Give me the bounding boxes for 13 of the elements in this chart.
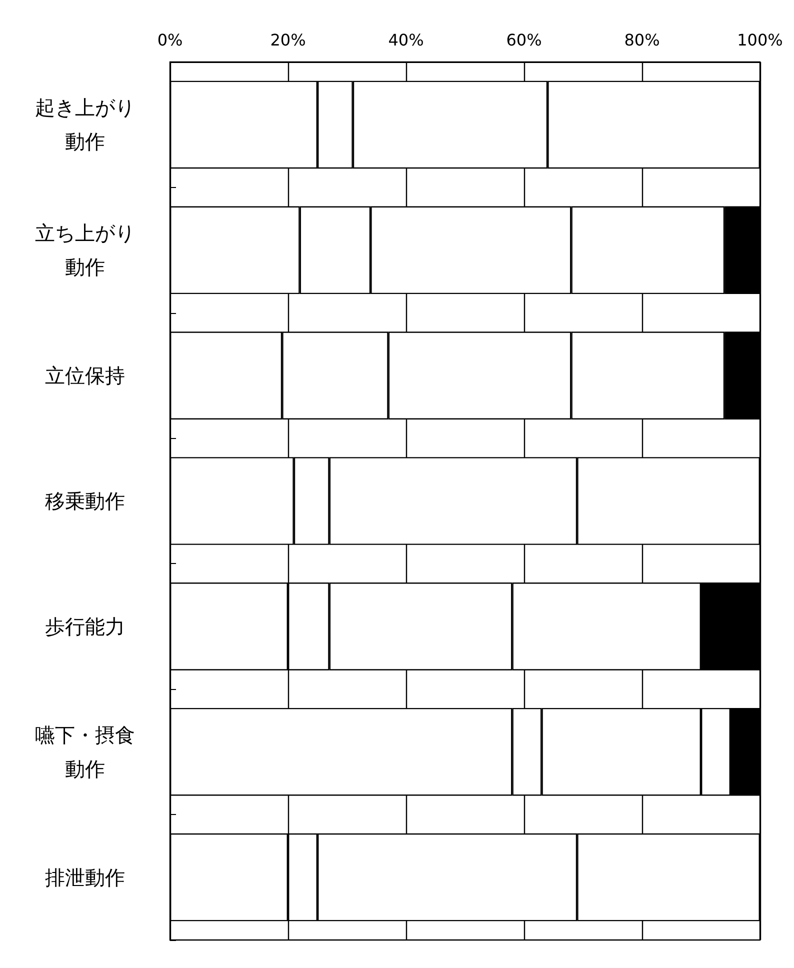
x-tick-label: 100%: [737, 30, 783, 50]
y-tick-label: 嚥下・摂食動作: [35, 722, 135, 781]
x-tick-label: 20%: [270, 30, 306, 50]
x-tick-label: 60%: [506, 30, 542, 50]
y-tick-label: 移乗動作: [45, 489, 125, 513]
y-tick-label: 起き上がり動作: [35, 96, 135, 154]
y-tick-label: 立ち上がり動作: [35, 221, 135, 280]
x-tick-label: 80%: [624, 30, 660, 50]
x-tick-label: 40%: [388, 30, 424, 50]
y-tick-label: 歩行能力: [45, 614, 125, 638]
x-tick-label: 0%: [157, 30, 183, 50]
y-tick-label: 排泄動作: [45, 865, 125, 890]
y-tick-label: 立位保持: [45, 364, 125, 388]
